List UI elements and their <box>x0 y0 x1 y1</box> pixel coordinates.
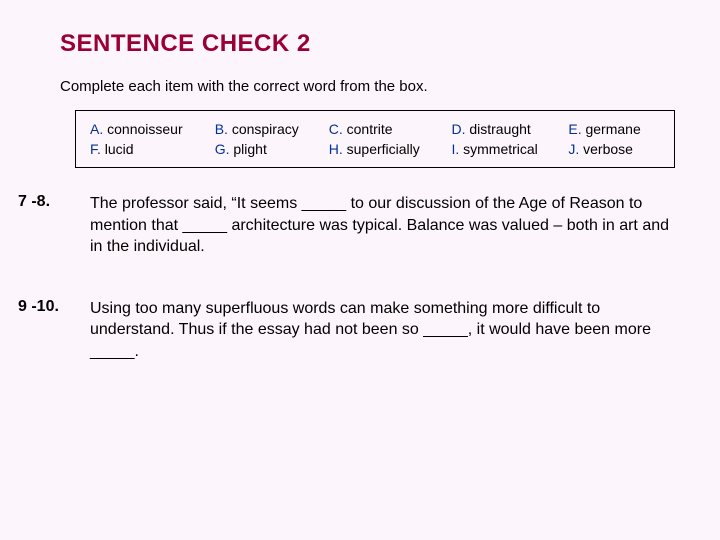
word-letter: F. <box>90 141 101 157</box>
instruction-text: Complete each item with the correct word… <box>60 78 720 95</box>
word-text: contrite <box>347 121 393 137</box>
word-cell: C. contrite <box>325 119 448 139</box>
word-cell: H. superficially <box>325 139 448 159</box>
word-letter: D. <box>451 121 465 137</box>
word-letter: C. <box>329 121 343 137</box>
word-text: superficially <box>347 141 420 157</box>
word-text: conspiracy <box>232 121 299 137</box>
word-cell: I. symmetrical <box>447 139 564 159</box>
word-letter: I. <box>451 141 459 157</box>
word-letter: B. <box>215 121 228 137</box>
word-text: verbose <box>583 141 633 157</box>
word-row: F. lucid G. plight H. superficially I. s… <box>86 139 664 159</box>
word-cell: F. lucid <box>86 139 211 159</box>
word-text: connoisseur <box>107 121 183 137</box>
word-cell: G. plight <box>211 139 325 159</box>
word-cell: J. verbose <box>564 139 664 159</box>
word-letter: A. <box>90 121 103 137</box>
question-text: Using too many superfluous words can mak… <box>90 298 685 363</box>
word-text: symmetrical <box>463 141 538 157</box>
word-row: A. connoisseur B. conspiracy C. contrite… <box>86 119 664 139</box>
word-cell: B. conspiracy <box>211 119 325 139</box>
question-number: 7 -8. <box>0 193 90 258</box>
word-letter: J. <box>568 141 579 157</box>
word-letter: E. <box>568 121 581 137</box>
word-cell: A. connoisseur <box>86 119 211 139</box>
word-letter: G. <box>215 141 230 157</box>
question-text: The professor said, “It seems _____ to o… <box>90 193 685 258</box>
question-item: 9 -10. Using too many superfluous words … <box>0 298 720 363</box>
page-title: SENTENCE CHECK 2 <box>60 30 720 58</box>
word-box: A. connoisseur B. conspiracy C. contrite… <box>75 110 675 168</box>
question-number: 9 -10. <box>0 298 90 363</box>
word-cell: E. germane <box>564 119 664 139</box>
word-table: A. connoisseur B. conspiracy C. contrite… <box>86 119 664 159</box>
word-text: lucid <box>105 141 134 157</box>
word-text: distraught <box>469 121 530 137</box>
word-text: plight <box>233 141 266 157</box>
word-letter: H. <box>329 141 343 157</box>
word-cell: D. distraught <box>447 119 564 139</box>
word-text: germane <box>585 121 640 137</box>
question-item: 7 -8. The professor said, “It seems ____… <box>0 193 720 258</box>
